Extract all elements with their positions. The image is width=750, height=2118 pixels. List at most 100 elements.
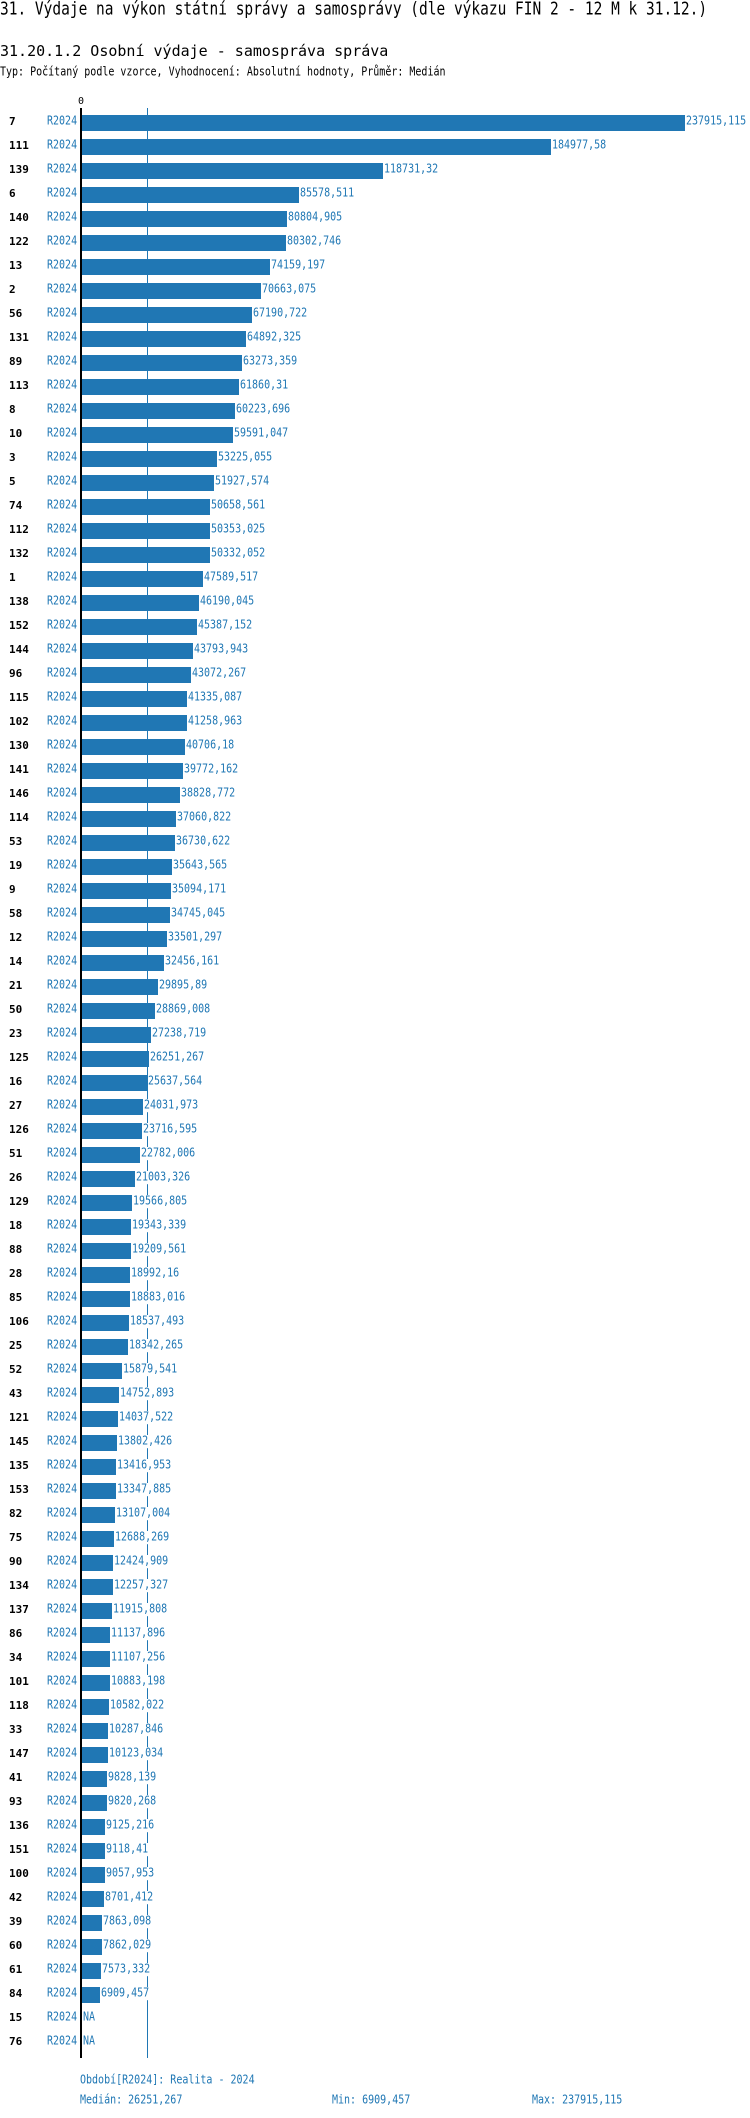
bar-value-label: 41335,087 xyxy=(188,691,243,705)
bar-row: 39 R2024 7863,098 xyxy=(0,1911,750,1935)
row-period-label: R2024 xyxy=(47,763,78,777)
row-period-label: R2024 xyxy=(47,1003,78,1017)
bar-value-label: 39772,162 xyxy=(184,763,239,777)
row-period-label: R2024 xyxy=(47,1123,78,1137)
row-period-label: R2024 xyxy=(47,115,78,129)
bar-row: 114 R2024 37060,822 xyxy=(0,807,750,831)
row-period-label: R2024 xyxy=(47,739,78,753)
row-period-label: R2024 xyxy=(47,139,78,153)
bar-row: 135 R2024 13416,953 xyxy=(0,1455,750,1479)
bar-value-label: 24031,973 xyxy=(144,1099,199,1113)
bar-value-label: 13416,953 xyxy=(117,1459,172,1473)
bar-row: 139 R2024 118731,32 xyxy=(0,159,750,183)
bar xyxy=(82,739,185,755)
bar-row: 151 R2024 9118,41 xyxy=(0,1839,750,1863)
bar xyxy=(82,1843,105,1859)
row-period-label: R2024 xyxy=(47,1747,78,1761)
bar-value-label: 67190,722 xyxy=(253,307,308,321)
bar xyxy=(82,835,175,851)
row-period-label: R2024 xyxy=(47,1339,78,1353)
row-period-label: R2024 xyxy=(47,523,78,537)
bar xyxy=(82,883,171,899)
bar-row: 90 R2024 12424,909 xyxy=(0,1551,750,1575)
row-period-label: R2024 xyxy=(47,1387,78,1401)
bar xyxy=(82,1891,104,1907)
bar-row: 18 R2024 19343,339 xyxy=(0,1215,750,1239)
bar xyxy=(82,571,203,587)
bar-row: 13 R2024 74159,197 xyxy=(0,255,750,279)
bar xyxy=(82,1987,100,2003)
row-period-label: R2024 xyxy=(47,1195,78,1209)
row-period-label: R2024 xyxy=(47,811,78,825)
row-id-label: 43 xyxy=(9,1387,23,1400)
bar-value-label: 237915,115 xyxy=(686,115,747,129)
bar xyxy=(82,1771,107,1787)
bar-value-label: 50658,561 xyxy=(211,499,266,513)
row-id-label: 138 xyxy=(9,595,29,608)
row-id-label: 129 xyxy=(9,1195,29,1208)
row-id-label: 25 xyxy=(9,1339,23,1352)
bar xyxy=(82,595,199,611)
row-period-label: R2024 xyxy=(47,1459,78,1473)
bar xyxy=(82,1627,110,1643)
row-period-label: R2024 xyxy=(47,1051,78,1065)
row-id-label: 16 xyxy=(9,1075,23,1088)
bar xyxy=(82,667,191,683)
bar-row: 34 R2024 11107,256 xyxy=(0,1647,750,1671)
row-period-label: R2024 xyxy=(47,1531,78,1545)
bar-row: 25 R2024 18342,265 xyxy=(0,1335,750,1359)
bar-value-label: 11137,896 xyxy=(111,1627,166,1641)
row-id-label: 56 xyxy=(9,307,23,320)
row-id-label: 8 xyxy=(9,403,16,416)
bar xyxy=(82,619,197,635)
row-id-label: 6 xyxy=(9,187,16,200)
bar-value-label: 45387,152 xyxy=(198,619,253,633)
row-id-label: 131 xyxy=(9,331,29,344)
row-id-label: 7 xyxy=(9,115,16,128)
bar-value-label: 25637,564 xyxy=(148,1075,203,1089)
bar xyxy=(82,211,287,227)
chart-meta: Typ: Počítaný podle vzorce, Vyhodnocení:… xyxy=(0,66,446,80)
row-period-label: R2024 xyxy=(47,859,78,873)
row-id-label: 9 xyxy=(9,883,16,896)
row-period-label: R2024 xyxy=(47,1243,78,1257)
row-id-label: 74 xyxy=(9,499,23,512)
row-id-label: 132 xyxy=(9,547,29,560)
bar-row: 61 R2024 7573,332 xyxy=(0,1959,750,1983)
row-id-label: 33 xyxy=(9,1723,23,1736)
bar-value-label: 18342,265 xyxy=(129,1339,184,1353)
bar-value-label: 12257,327 xyxy=(114,1579,169,1593)
row-period-label: R2024 xyxy=(47,1147,78,1161)
bar-value-label: 35643,565 xyxy=(173,859,228,873)
bar xyxy=(82,1171,135,1187)
row-id-label: 82 xyxy=(9,1507,23,1520)
bar xyxy=(82,763,183,779)
bar xyxy=(82,1339,128,1355)
bar xyxy=(82,1099,143,1115)
bar xyxy=(82,979,158,995)
bar xyxy=(82,379,239,395)
bar-row: 131 R2024 64892,325 xyxy=(0,327,750,351)
row-period-label: R2024 xyxy=(47,307,78,321)
row-period-label: R2024 xyxy=(47,1291,78,1305)
bar-value-label: 19343,339 xyxy=(132,1219,187,1233)
bar xyxy=(82,1147,140,1163)
bar-value-label: 43072,267 xyxy=(192,667,247,681)
row-period-label: R2024 xyxy=(47,211,78,225)
bar-value-label: 11107,256 xyxy=(111,1651,166,1665)
bar xyxy=(82,1603,112,1619)
bar-row: 118 R2024 10582,022 xyxy=(0,1695,750,1719)
bar-value-label: 59591,047 xyxy=(234,427,289,441)
row-id-label: 151 xyxy=(9,1843,29,1856)
bar-row: 42 R2024 8701,412 xyxy=(0,1887,750,1911)
row-period-label: R2024 xyxy=(47,1819,78,1833)
row-id-label: 13 xyxy=(9,259,23,272)
row-id-label: 118 xyxy=(9,1699,29,1712)
row-id-label: 52 xyxy=(9,1363,23,1376)
bar-row: 134 R2024 12257,327 xyxy=(0,1575,750,1599)
bar-row: 144 R2024 43793,943 xyxy=(0,639,750,663)
row-id-label: 102 xyxy=(9,715,29,728)
bar-row: 145 R2024 13802,426 xyxy=(0,1431,750,1455)
bar-value-label: 22782,006 xyxy=(141,1147,196,1161)
bar-row: 115 R2024 41335,087 xyxy=(0,687,750,711)
